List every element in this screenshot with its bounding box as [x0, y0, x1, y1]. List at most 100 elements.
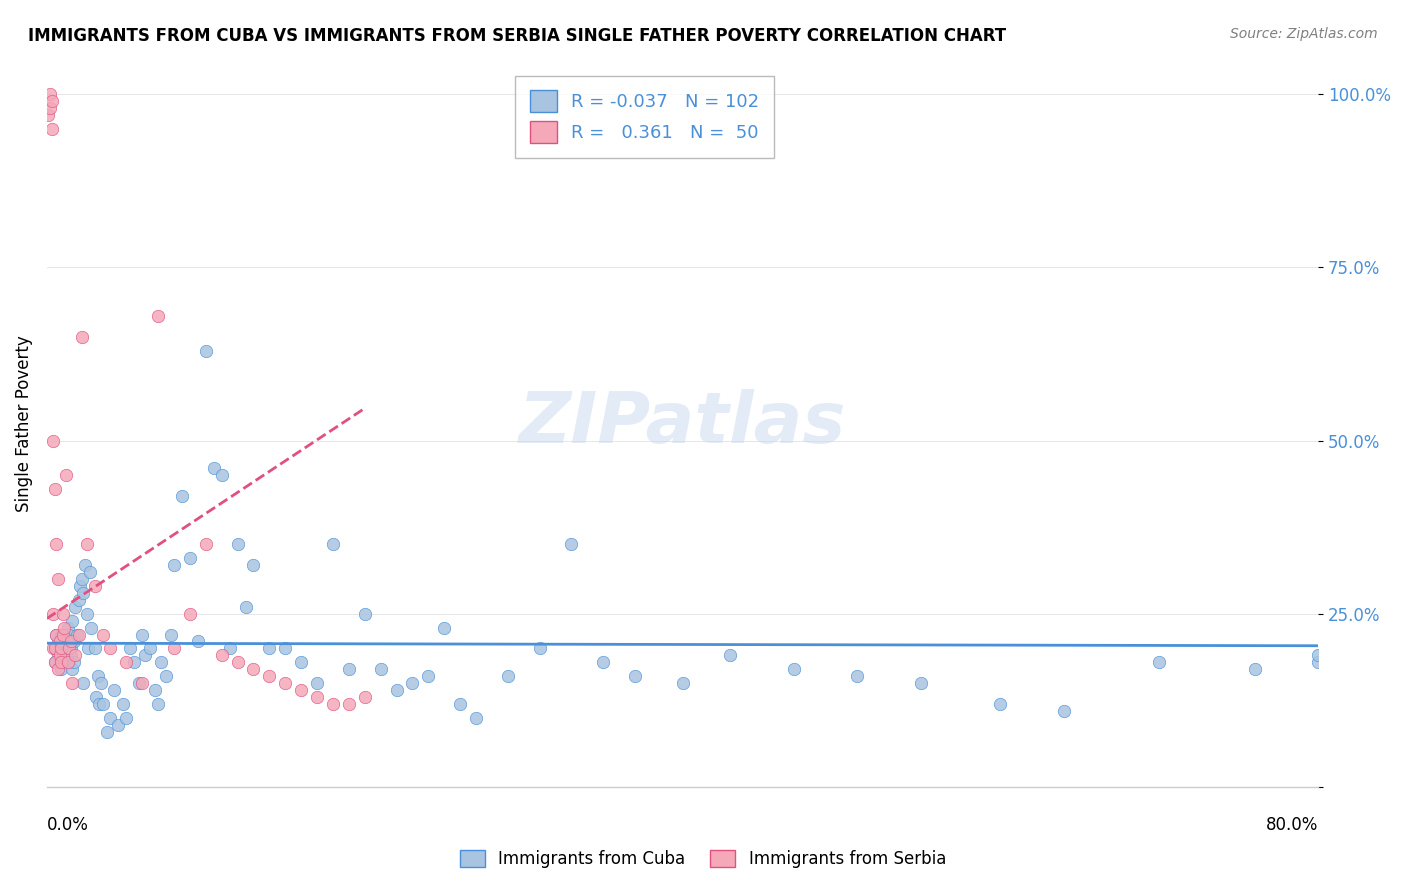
- Point: [235, 599, 257, 614]
- Point: [163, 641, 186, 656]
- Point: [115, 655, 138, 669]
- Point: [155, 669, 177, 683]
- Point: [45, 627, 67, 641]
- Point: [56, 655, 79, 669]
- Point: [60, 662, 83, 676]
- Point: [242, 662, 264, 676]
- Point: [718, 648, 741, 663]
- Point: [39, 87, 62, 102]
- Point: [91, 627, 114, 641]
- Point: [401, 676, 423, 690]
- Point: [60, 614, 83, 628]
- Point: [1053, 704, 1076, 718]
- Text: Source: ZipAtlas.com: Source: ZipAtlas.com: [1230, 27, 1378, 41]
- Text: 80.0%: 80.0%: [1265, 816, 1319, 834]
- Point: [353, 607, 375, 621]
- Point: [46, 662, 69, 676]
- Point: [59, 648, 82, 663]
- Point: [418, 669, 440, 683]
- Point: [179, 551, 201, 566]
- Point: [107, 717, 129, 731]
- Point: [46, 634, 69, 648]
- Point: [72, 586, 94, 600]
- Point: [124, 655, 146, 669]
- Point: [44, 655, 66, 669]
- Point: [56, 641, 79, 656]
- Point: [465, 711, 488, 725]
- Point: [290, 655, 312, 669]
- Point: [55, 648, 77, 663]
- Point: [218, 641, 240, 656]
- Point: [307, 676, 329, 690]
- Point: [51, 641, 73, 656]
- Point: [87, 669, 110, 683]
- Point: [115, 711, 138, 725]
- Point: [242, 558, 264, 573]
- Point: [39, 101, 62, 115]
- Text: ZIPatlas: ZIPatlas: [519, 389, 846, 458]
- Point: [44, 482, 66, 496]
- Point: [52, 627, 75, 641]
- Point: [52, 641, 75, 656]
- Point: [53, 627, 76, 641]
- Point: [194, 343, 217, 358]
- Point: [41, 121, 63, 136]
- Point: [83, 579, 105, 593]
- Point: [90, 676, 112, 690]
- Point: [337, 697, 360, 711]
- Point: [55, 468, 77, 483]
- Point: [112, 697, 135, 711]
- Point: [72, 676, 94, 690]
- Point: [846, 669, 869, 683]
- Point: [53, 641, 76, 656]
- Point: [290, 682, 312, 697]
- Point: [496, 669, 519, 683]
- Point: [52, 607, 75, 621]
- Point: [187, 634, 209, 648]
- Point: [48, 655, 70, 669]
- Point: [624, 669, 647, 683]
- Point: [96, 724, 118, 739]
- Point: [226, 655, 249, 669]
- Point: [76, 537, 98, 551]
- Point: [52, 634, 75, 648]
- Point: [37, 108, 59, 122]
- Point: [170, 489, 193, 503]
- Point: [44, 655, 66, 669]
- Point: [592, 655, 614, 669]
- Point: [139, 641, 162, 656]
- Text: 0.0%: 0.0%: [46, 816, 89, 834]
- Point: [45, 537, 67, 551]
- Point: [100, 641, 122, 656]
- Point: [51, 655, 73, 669]
- Point: [160, 627, 183, 641]
- Point: [910, 676, 932, 690]
- Point: [66, 627, 89, 641]
- Point: [131, 627, 153, 641]
- Point: [353, 690, 375, 704]
- Point: [42, 607, 65, 621]
- Text: IMMIGRANTS FROM CUBA VS IMMIGRANTS FROM SERBIA SINGLE FATHER POVERTY CORRELATION: IMMIGRANTS FROM CUBA VS IMMIGRANTS FROM …: [28, 27, 1007, 45]
- Point: [42, 641, 65, 656]
- Point: [44, 641, 66, 656]
- Point: [322, 537, 344, 551]
- Point: [1308, 655, 1330, 669]
- Point: [449, 697, 471, 711]
- Point: [100, 711, 122, 725]
- Legend: R = -0.037   N = 102, R =   0.361   N =  50: R = -0.037 N = 102, R = 0.361 N = 50: [515, 76, 773, 158]
- Point: [134, 648, 156, 663]
- Point: [990, 697, 1012, 711]
- Point: [79, 565, 101, 579]
- Point: [55, 634, 77, 648]
- Point: [53, 621, 76, 635]
- Point: [46, 572, 69, 586]
- Point: [80, 621, 103, 635]
- Point: [59, 634, 82, 648]
- Point: [58, 655, 80, 669]
- Point: [128, 676, 150, 690]
- Point: [163, 558, 186, 573]
- Point: [65, 599, 87, 614]
- Point: [44, 641, 66, 656]
- Point: [59, 641, 82, 656]
- Point: [118, 641, 141, 656]
